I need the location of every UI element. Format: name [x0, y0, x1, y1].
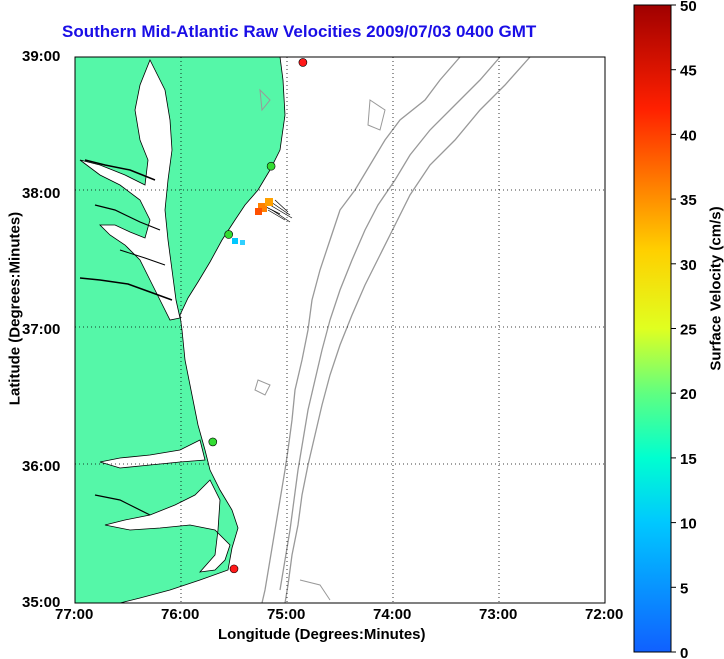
station-marker-mid	[224, 230, 233, 239]
velocity-cell	[255, 208, 262, 215]
lon-tick-label: 74:00	[373, 606, 412, 623]
york-river	[119, 249, 166, 266]
velocity-cell	[240, 240, 245, 245]
map-title: Southern Mid-Atlantic Raw Velocities 200…	[62, 22, 537, 41]
pamlico-river	[94, 494, 151, 516]
albemarle-sound	[99, 439, 206, 469]
colorbar-tick-label: 15	[680, 451, 697, 468]
grid-lines	[75, 57, 605, 603]
colorbar-tick-label: 30	[680, 257, 697, 274]
lat-tick-label: 37:00	[22, 321, 61, 338]
colorbar-label: Surface Velocity (cm/s)	[707, 206, 724, 371]
y-axis-label: Latitude (Degrees:Minutes)	[6, 211, 24, 406]
depth-contour-2	[279, 57, 501, 591]
colorbar-tick-label: 0	[680, 645, 688, 659]
lat-tick-label: 36:00	[22, 457, 61, 475]
lon-tick-label: 76:00	[161, 606, 200, 623]
station-marker-mid-upper	[266, 161, 276, 171]
lon-tick-label: 73:00	[479, 606, 518, 623]
chesapeake-bay	[79, 59, 181, 321]
depth-contour-4	[254, 88, 386, 601]
velocity-cell	[265, 198, 273, 206]
lon-tick-label: 77:00	[55, 606, 94, 623]
colorbar-tick-label: 50	[680, 0, 697, 15]
velocity-cell	[258, 203, 267, 212]
colorbar	[633, 4, 672, 653]
depth-contour-3	[284, 57, 531, 603]
potomac-river	[84, 159, 156, 181]
station-marker-duck	[208, 437, 218, 447]
pamlico-sound	[104, 479, 231, 573]
james-river	[79, 277, 173, 301]
colorbar-tick-label: 40	[680, 127, 697, 144]
plot-frame	[74, 56, 606, 604]
station-marker-hatteras	[229, 564, 239, 574]
station-markers	[208, 58, 308, 574]
colorbar-tick-label: 25	[680, 322, 697, 339]
rappahannock-river	[94, 204, 161, 231]
x-axis-label: Longitude (Degrees:Minutes)	[218, 626, 426, 643]
station-marker-north	[298, 58, 308, 67]
velocity-cell	[232, 238, 238, 244]
lon-tick-label: 72:00	[585, 606, 624, 623]
colorbar-tick-label: 20	[680, 386, 697, 403]
lat-tick-label: 35:00	[22, 594, 61, 611]
colorbar-tick-label: 5	[680, 580, 688, 597]
colorbar-tick-label: 45	[680, 63, 697, 80]
lat-tick-label: 39:00	[22, 48, 61, 65]
colorbar-tick-label: 35	[680, 192, 697, 209]
lat-tick-label: 38:00	[22, 184, 61, 202]
lon-tick-label: 75:00	[267, 606, 306, 623]
colorbar-tick-label: 10	[680, 516, 697, 533]
depth-contour-1	[261, 57, 461, 603]
